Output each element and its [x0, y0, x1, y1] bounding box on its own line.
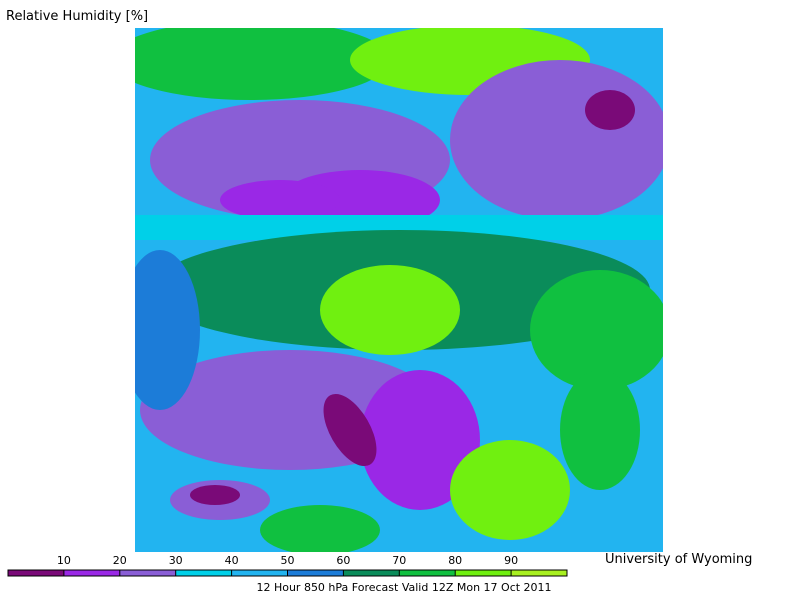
colorbar: 10 20 30 40 50 60 70 80 90	[7, 554, 568, 577]
colorbar-segment	[343, 570, 400, 576]
tick-label: 60	[336, 554, 350, 567]
tick-label: 30	[169, 554, 183, 567]
colorbar-segment	[455, 570, 512, 576]
tick-label: 10	[57, 554, 71, 567]
colorbar-segment	[511, 570, 567, 576]
tick-label: 70	[392, 554, 406, 567]
credit: University of Wyoming	[605, 552, 752, 567]
tick-label: 40	[225, 554, 239, 567]
tick-label: 20	[113, 554, 127, 567]
colorbar-segment	[231, 570, 288, 576]
colorbar-segment	[287, 570, 344, 576]
colorbar-segment	[8, 570, 64, 576]
colorbar-segment	[175, 570, 232, 576]
colorbar-segment	[63, 570, 120, 576]
tick-label: 80	[448, 554, 462, 567]
colorbar-segment	[119, 570, 176, 576]
tick-label: 50	[281, 554, 295, 567]
tick-label: 90	[504, 554, 518, 567]
colorbar-segment	[399, 570, 456, 576]
map	[135, 28, 663, 552]
title: Relative Humidity [%]	[6, 9, 148, 24]
caption: 12 Hour 850 hPa Forecast Valid 12Z Mon 1…	[256, 581, 551, 594]
